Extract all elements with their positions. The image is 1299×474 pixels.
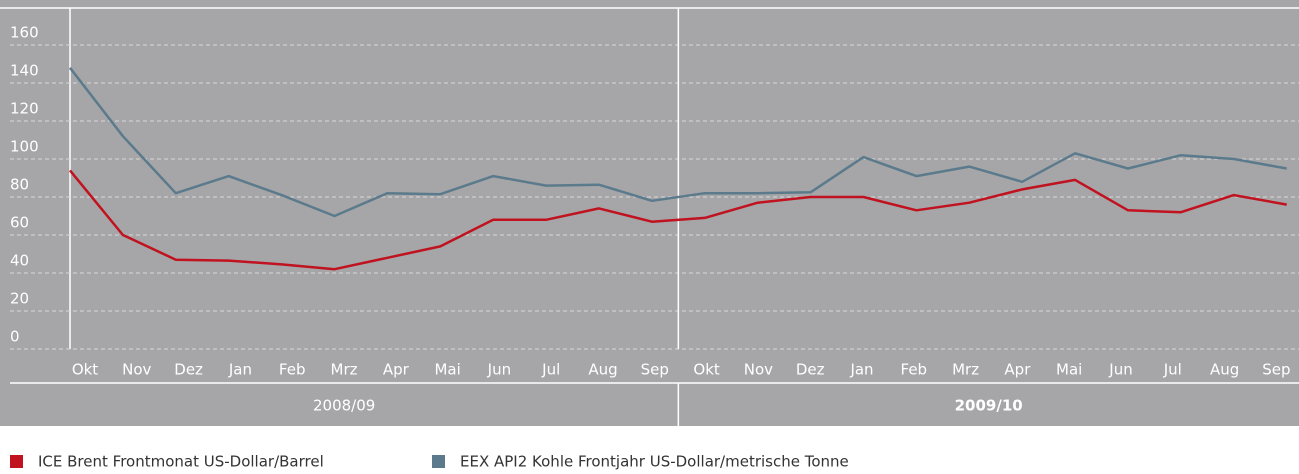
x-tick-label: Okt — [693, 361, 719, 379]
legend-label: EEX API2 Kohle Frontjahr US-Dollar/metri… — [460, 453, 849, 471]
x-tick-label: Sep — [1262, 361, 1290, 379]
x-tick-label: Feb — [901, 361, 928, 379]
x-tick-label: Feb — [279, 361, 306, 379]
x-tick-label: Mrz — [331, 361, 358, 379]
legend-label: ICE Brent Frontmonat US-Dollar/Barrel — [38, 453, 324, 471]
y-tick-label: 100 — [10, 138, 39, 156]
x-tick-label: Jan — [228, 361, 252, 379]
legend-swatch — [10, 455, 23, 468]
x-tick-label: Sep — [641, 361, 669, 379]
x-tick-label: Dez — [174, 361, 203, 379]
y-tick-label: 80 — [10, 176, 29, 194]
x-tick-label: Jun — [487, 361, 511, 379]
plot-background — [0, 0, 1299, 426]
x-tick-label: Nov — [122, 361, 151, 379]
x-tick-label: Okt — [72, 361, 98, 379]
x-tick-label: Aug — [588, 361, 617, 379]
y-tick-label: 0 — [10, 328, 20, 346]
x-tick-label: Dez — [796, 361, 825, 379]
x-tick-label: Nov — [744, 361, 773, 379]
y-tick-label: 160 — [10, 24, 39, 42]
y-tick-label: 60 — [10, 214, 29, 232]
x-tick-label: Jul — [1163, 361, 1182, 379]
series-line — [69, 169, 1287, 271]
y-tick-label: 120 — [10, 100, 39, 118]
series-line — [69, 67, 1287, 218]
x-tick-label: Apr — [1004, 361, 1031, 379]
x-tick-label: Jan — [849, 361, 873, 379]
x-tick-label: Mai — [434, 361, 460, 379]
y-tick-label: 140 — [10, 62, 39, 80]
x-tick-label: Apr — [383, 361, 410, 379]
x-tick-label: Aug — [1210, 361, 1239, 379]
y-tick-label: 20 — [10, 290, 29, 308]
legend-swatch — [432, 455, 445, 468]
x-tick-label: Mai — [1056, 361, 1082, 379]
period-label: 2009/10 — [955, 397, 1023, 415]
period-label: 2008/09 — [313, 397, 375, 415]
x-tick-label: Mrz — [952, 361, 979, 379]
x-tick-label: Jul — [541, 361, 560, 379]
y-tick-label: 40 — [10, 252, 29, 270]
x-tick-label: Jun — [1108, 361, 1132, 379]
